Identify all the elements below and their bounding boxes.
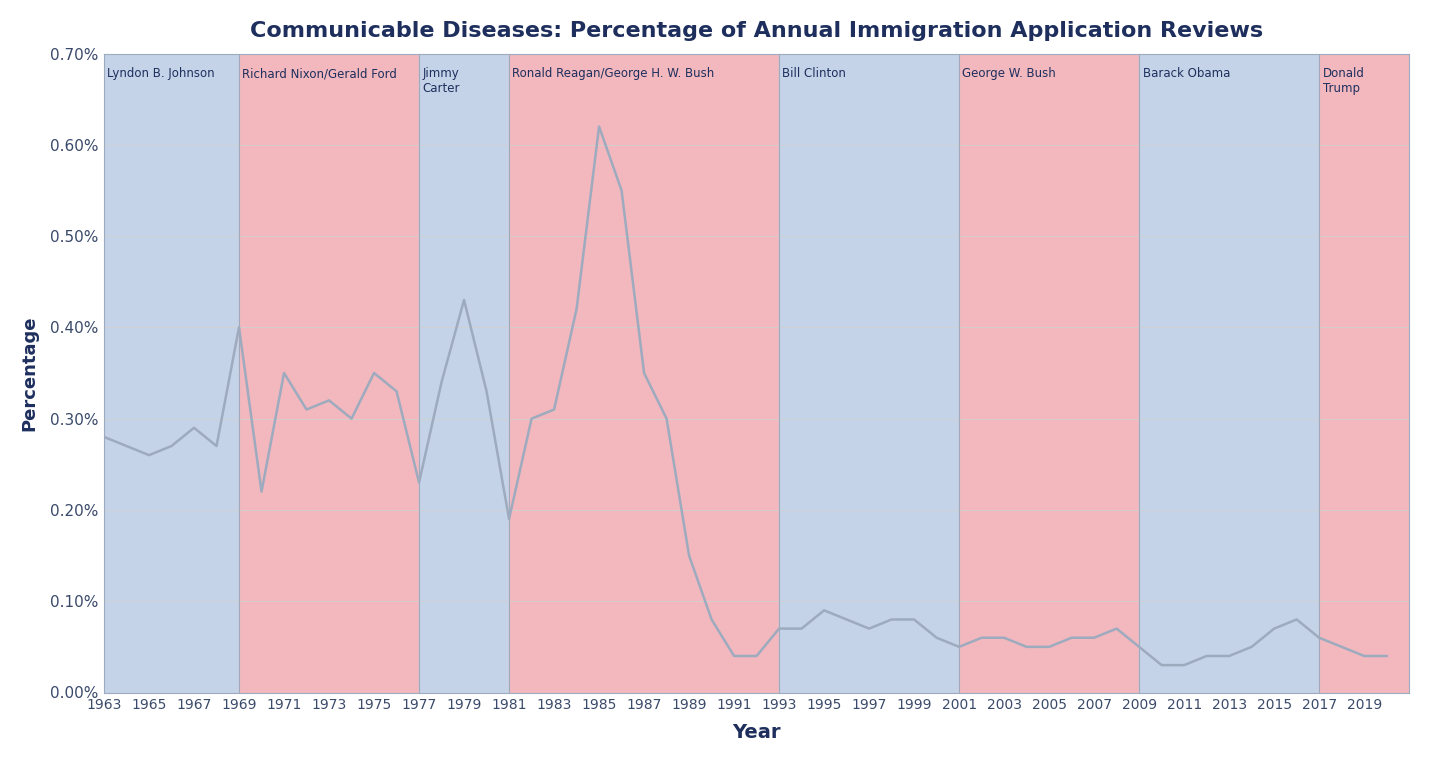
Title: Communicable Diseases: Percentage of Annual Immigration Application Reviews: Communicable Diseases: Percentage of Ann… [250,21,1263,41]
Bar [509,53,779,693]
Bar [960,53,1140,693]
Text: Barack Obama: Barack Obama [1143,67,1230,80]
Y-axis label: Percentage: Percentage [21,315,39,431]
Bar [419,53,509,693]
Text: Jimmy
Carter: Jimmy Carter [422,67,460,95]
Text: Richard Nixon/Gerald Ford: Richard Nixon/Gerald Ford [243,67,398,80]
Text: Lyndon B. Johnson: Lyndon B. Johnson [107,67,214,80]
Text: Bill Clinton: Bill Clinton [782,67,847,80]
Bar [779,53,960,693]
Bar [104,53,239,693]
Text: Ronald Reagan/George H. W. Bush: Ronald Reagan/George H. W. Bush [512,67,715,80]
Bar [1140,53,1318,693]
Text: George W. Bush: George W. Bush [962,67,1057,80]
Bar [1318,53,1409,693]
Bar [239,53,419,693]
Text: Donald
Trump: Donald Trump [1323,67,1364,95]
X-axis label: Year: Year [732,723,781,742]
